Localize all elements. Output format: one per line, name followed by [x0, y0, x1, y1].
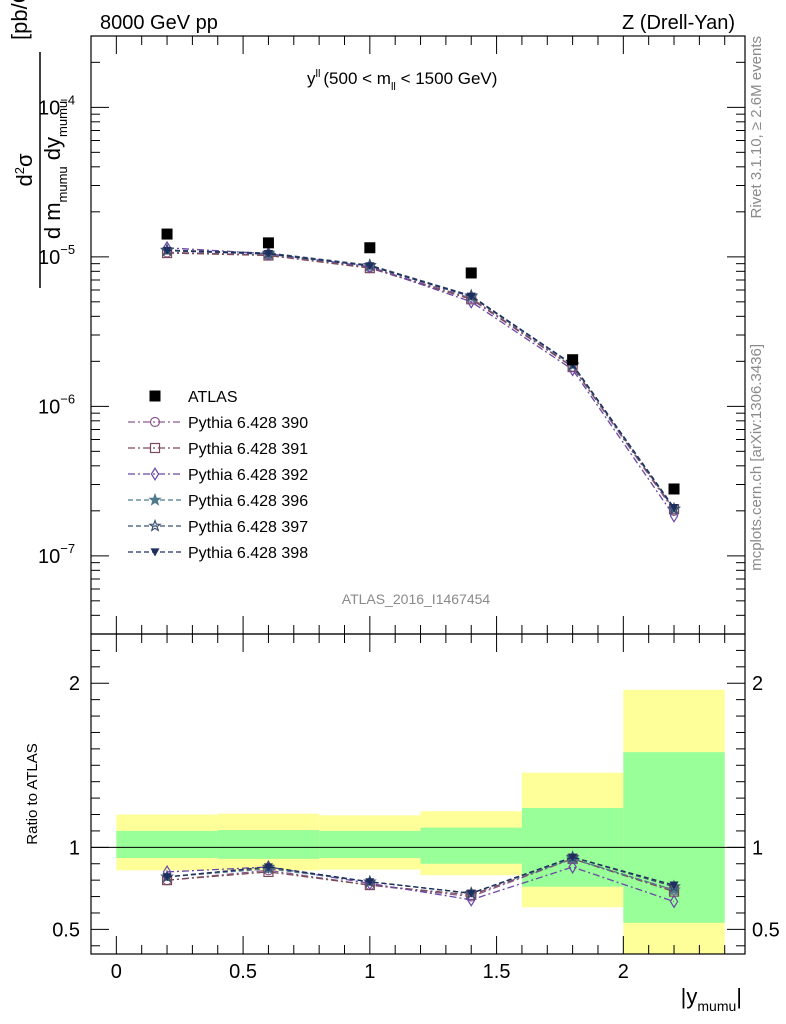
header-right: Z (Drell-Yan)	[622, 12, 735, 34]
axes: 10−7 10−6 10−5 10−4 0.5 0.5 1 1 2 2 0 0.5 1 1.5 2	[38, 35, 780, 983]
legend-marker-2	[150, 467, 160, 481]
series-line-2	[166, 247, 675, 517]
data-point	[465, 267, 477, 279]
header-left: 8000 GeV pp	[100, 12, 218, 34]
x-tick-label: 1	[364, 961, 375, 983]
ratio-line-5	[166, 856, 675, 894]
data-point	[364, 242, 376, 254]
y-tick-label: 10−5	[38, 242, 75, 269]
legend-label-0: Pythia 6.428 390	[188, 415, 308, 432]
y-tick-label: 10−4	[38, 92, 75, 119]
series-point-5	[365, 262, 375, 271]
rivet-label: Rivet 3.1.10, ≥ 2.6M events	[748, 36, 765, 219]
legend-marker-0	[149, 416, 161, 428]
ratio-line-2	[166, 866, 675, 903]
ratio-band-inner	[420, 827, 522, 864]
ratio-y-tick-label-right: 0.5	[752, 919, 780, 941]
plot-title: yll (500 < mll < 1500 GeV)	[307, 68, 497, 93]
legend-entry-2: Pythia 6.428 392	[128, 467, 308, 484]
legend-marker-1	[149, 442, 161, 454]
legend-marker-data	[149, 390, 161, 402]
legend-entry-4: Pythia 6.428 397	[128, 518, 308, 536]
legend-marker-3	[148, 492, 162, 506]
ratio-line-0	[166, 858, 675, 898]
ratio-band-inner	[319, 830, 421, 858]
y-label-numerator: d2σ	[12, 153, 37, 186]
series-line-5	[166, 249, 675, 509]
y-axis-label: d2σ d mmumu dymumu [pb/GeV]	[7, 0, 70, 288]
legend-label-1: Pythia 6.428 391	[188, 441, 308, 458]
ratio-frame	[90, 633, 746, 955]
ratio-point-5	[162, 873, 172, 882]
series-point-5	[669, 504, 679, 513]
legend-label-data: ATLAS	[188, 389, 238, 406]
mcplots-label: mcplots.cern.ch [arXiv:1306.3436]	[748, 344, 765, 571]
ratio-y-tick-label-right: 2	[752, 673, 763, 695]
y-label-unit: [pb/GeV]	[7, 0, 32, 40]
series-point-5	[162, 247, 172, 256]
legend-label-2: Pythia 6.428 392	[188, 467, 308, 484]
ratio-point-5	[466, 889, 476, 898]
ratio-y-label: Ratio to ATLAS	[24, 743, 41, 844]
data-point	[567, 354, 579, 366]
series-point-5	[263, 250, 273, 259]
ratio-band-inner	[623, 752, 725, 923]
ratio-y-tick-label: 1	[69, 837, 80, 859]
legend: ATLAS Pythia 6.428 390 Pythia 6.428 391 Pyt…	[128, 389, 308, 562]
y-tick-label: 10−7	[38, 541, 75, 568]
x-tick-label: 2	[618, 961, 629, 983]
y-label-denominator: d mmumu dymumu	[40, 101, 70, 239]
legend-entry-0: Pythia 6.428 390	[128, 415, 308, 432]
ratio-point-5	[669, 881, 679, 890]
data-point	[668, 483, 680, 495]
ratio-line-3	[166, 858, 675, 894]
x-axis-label: |ymumu|	[681, 984, 742, 1014]
series-point-5	[466, 292, 476, 301]
legend-label-5: Pythia 6.428 398	[188, 545, 308, 562]
ratio-band-inner	[217, 830, 320, 859]
legend-entry-3: Pythia 6.428 396	[128, 492, 308, 510]
series-line-4	[166, 249, 675, 510]
legend-entry-1: Pythia 6.428 391	[128, 441, 308, 458]
ratio-point-2	[669, 894, 679, 909]
ratio-y-tick-label: 2	[69, 673, 80, 695]
legend-label-3: Pythia 6.428 396	[188, 493, 308, 510]
ratio-y-tick-label-right: 1	[752, 837, 763, 859]
ratio-band-inner	[116, 830, 218, 858]
x-tick-label: 1.5	[483, 961, 511, 983]
legend-marker-5	[150, 548, 160, 557]
data-point	[161, 228, 173, 240]
ratio-point-5	[263, 863, 273, 872]
ratio-point-5	[365, 878, 375, 887]
y-tick-label: 10−6	[38, 391, 75, 418]
series-point-2	[669, 508, 679, 523]
ratio-point-2	[568, 860, 577, 875]
ratio-series	[160, 850, 681, 909]
legend-entry-5: Pythia 6.428 398	[128, 545, 308, 562]
data-point	[262, 237, 274, 249]
x-tick-label: 0.5	[229, 961, 257, 983]
ratio-point-5	[568, 853, 578, 862]
x-tick-label: 0	[111, 961, 122, 983]
ratio-line-1	[166, 858, 675, 896]
legend-marker-4	[148, 518, 162, 532]
analysis-id: ATLAS_2016_I1467454	[342, 591, 491, 607]
ratio-y-tick-label: 0.5	[52, 919, 80, 941]
ratio-uncertainty-bands	[91, 689, 745, 954]
legend-label-4: Pythia 6.428 397	[188, 519, 308, 536]
main-series	[160, 228, 681, 523]
legend-entry-data: ATLAS	[149, 389, 238, 406]
